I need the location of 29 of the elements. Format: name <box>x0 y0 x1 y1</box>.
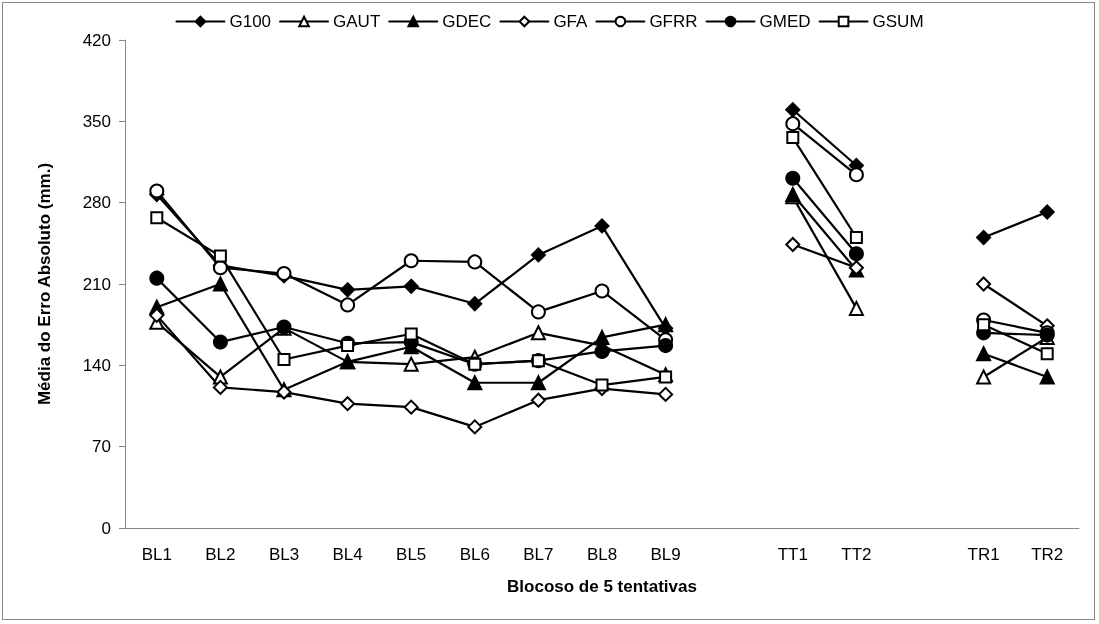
x-tick-label: BL2 <box>205 545 236 564</box>
x-tick-label: TT1 <box>777 545 808 564</box>
legend-label: G100 <box>229 12 272 31</box>
x-axis-title: Blocoso de 5 tentativas <box>507 577 697 596</box>
x-tick-label: BL3 <box>268 545 300 564</box>
legend-label: GDEC <box>442 12 492 31</box>
legend-label: GAUT <box>333 12 381 31</box>
y-tick-label: 210 <box>82 274 111 294</box>
y-tick-label: 350 <box>82 111 111 131</box>
x-tick-label: TR1 <box>967 545 1000 564</box>
x-tick-label: BL7 <box>523 545 554 564</box>
y-tick-label: 0 <box>101 518 111 538</box>
y-tick-label: 280 <box>82 193 111 213</box>
x-tick-label: BL8 <box>586 545 618 564</box>
legend-label: GFA <box>553 12 589 31</box>
legend-label: GSUM <box>872 12 924 31</box>
legend-label: GFRR <box>649 12 698 31</box>
y-tick-label: 420 <box>82 30 111 50</box>
x-tick-label: BL1 <box>141 545 172 564</box>
x-tick-label: TR2 <box>1031 545 1064 564</box>
x-tick-label: BL4 <box>332 545 363 564</box>
legend-label: GMED <box>759 12 811 31</box>
y-axis-title: Média do Erro Absoluto (mm.) <box>35 162 54 406</box>
x-tick-label: BL9 <box>650 545 681 564</box>
y-tick-label: 140 <box>82 355 111 375</box>
y-tick-label: 70 <box>92 437 111 457</box>
x-tick-label: BL6 <box>459 545 490 564</box>
x-tick-label: TT2 <box>841 545 872 564</box>
x-tick-label: BL5 <box>396 545 427 564</box>
